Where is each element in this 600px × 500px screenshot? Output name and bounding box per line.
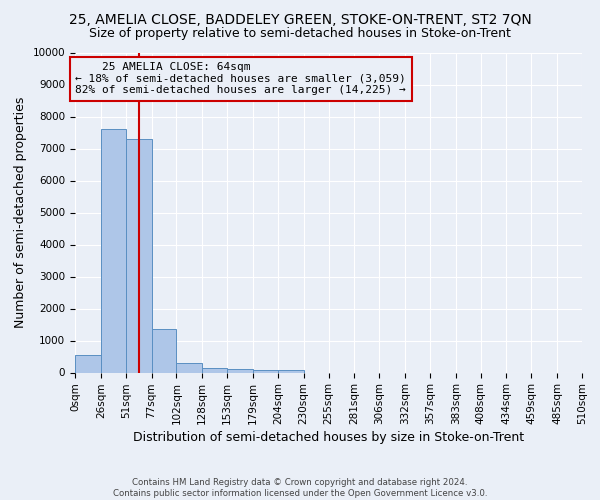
Text: 25 AMELIA CLOSE: 64sqm
← 18% of semi-detached houses are smaller (3,059)
82% of : 25 AMELIA CLOSE: 64sqm ← 18% of semi-det… bbox=[76, 62, 406, 96]
Bar bbox=[75, 355, 101, 372]
Bar bbox=[227, 369, 253, 372]
Text: 25, AMELIA CLOSE, BADDELEY GREEN, STOKE-ON-TRENT, ST2 7QN: 25, AMELIA CLOSE, BADDELEY GREEN, STOKE-… bbox=[68, 12, 532, 26]
Text: Contains HM Land Registry data © Crown copyright and database right 2024.
Contai: Contains HM Land Registry data © Crown c… bbox=[113, 478, 487, 498]
Y-axis label: Number of semi-detached properties: Number of semi-detached properties bbox=[14, 97, 27, 328]
Bar bbox=[253, 370, 278, 372]
X-axis label: Distribution of semi-detached houses by size in Stoke-on-Trent: Distribution of semi-detached houses by … bbox=[133, 432, 524, 444]
Bar bbox=[101, 130, 126, 372]
Bar bbox=[202, 368, 227, 372]
Bar bbox=[278, 370, 304, 372]
Bar bbox=[126, 139, 152, 372]
Bar bbox=[152, 330, 176, 372]
Text: Size of property relative to semi-detached houses in Stoke-on-Trent: Size of property relative to semi-detach… bbox=[89, 28, 511, 40]
Bar bbox=[176, 362, 202, 372]
